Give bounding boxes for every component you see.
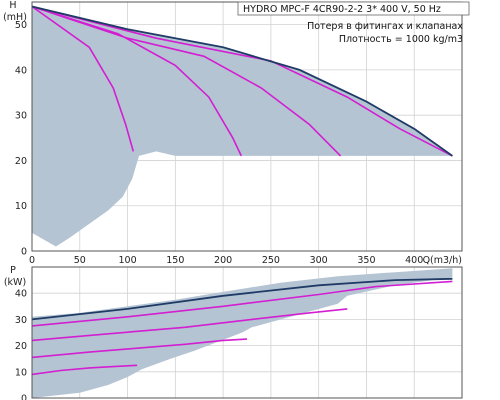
head-xtick-0: 0 <box>29 255 35 266</box>
power-chart: 0 10 20 30 40 P(kW) <box>4 265 463 400</box>
info-title: HYDRO MPC-F 4CR90-2-2 3* 400 V, 50 Hz <box>243 4 441 15</box>
power-ytick-0: 0 <box>21 394 27 400</box>
power-ylabel-unit: (kW) <box>4 277 26 288</box>
head-max-curve <box>31 5 453 157</box>
head-chart: 0 10 20 30 40 50 H(mH) 0 50 100 150 200 250 300 350 400… <box>3 0 463 266</box>
head-operating-envelope <box>32 6 453 247</box>
head-ylabel-unit: (mH) <box>3 12 27 23</box>
head-ylabel-symbol: H <box>9 0 16 11</box>
head-ytick-30: 30 <box>15 111 27 122</box>
info-title-box <box>237 1 470 16</box>
head-ytick-40: 40 <box>15 65 27 76</box>
info-line-2: Плотность = 1000 kg/m3 <box>339 34 463 45</box>
head-xtick-50: 50 <box>74 255 86 266</box>
head-xtick-250: 250 <box>262 255 280 266</box>
power-ylabel-symbol: P <box>10 265 16 276</box>
power-ytick-20: 20 <box>15 341 27 352</box>
head-xlabel: Q(m3/h) <box>423 255 462 266</box>
head-xtick-350: 350 <box>357 255 375 266</box>
info-line-1: Потеря в фитингах и клапанах <box>307 21 463 32</box>
power-plot-frame <box>31 266 463 399</box>
power-speed-curve-2 <box>31 338 248 359</box>
power-ytick-10: 10 <box>15 367 27 378</box>
power-operating-envelope <box>32 268 453 398</box>
head-speed-curve-4 <box>31 5 453 157</box>
power-speed-curve-4 <box>31 280 453 327</box>
head-speed-curve-2 <box>31 5 243 157</box>
power-ytick-30: 30 <box>15 315 27 326</box>
head-ytick-20: 20 <box>15 156 27 167</box>
power-speed-curve-1 <box>31 364 138 376</box>
head-ytick-0: 0 <box>21 247 27 258</box>
head-ytick-50: 50 <box>15 20 27 31</box>
power-ytick-40: 40 <box>15 289 27 300</box>
head-xtick-300: 300 <box>310 255 328 266</box>
head-xtick-200: 200 <box>214 255 232 266</box>
head-xtick-150: 150 <box>166 255 184 266</box>
head-xtick-400: 400 <box>405 255 423 266</box>
power-speed-curve-3 <box>31 308 348 342</box>
head-xtick-100: 100 <box>118 255 136 266</box>
head-speed-curve-1 <box>31 5 135 152</box>
head-ytick-10: 10 <box>15 201 27 212</box>
info-box: HYDRO MPC-F 4CR90-2-2 3* 400 V, 50 Hz По… <box>237 1 470 45</box>
power-max-curve <box>31 277 453 321</box>
head-speed-curve-3 <box>31 5 342 157</box>
